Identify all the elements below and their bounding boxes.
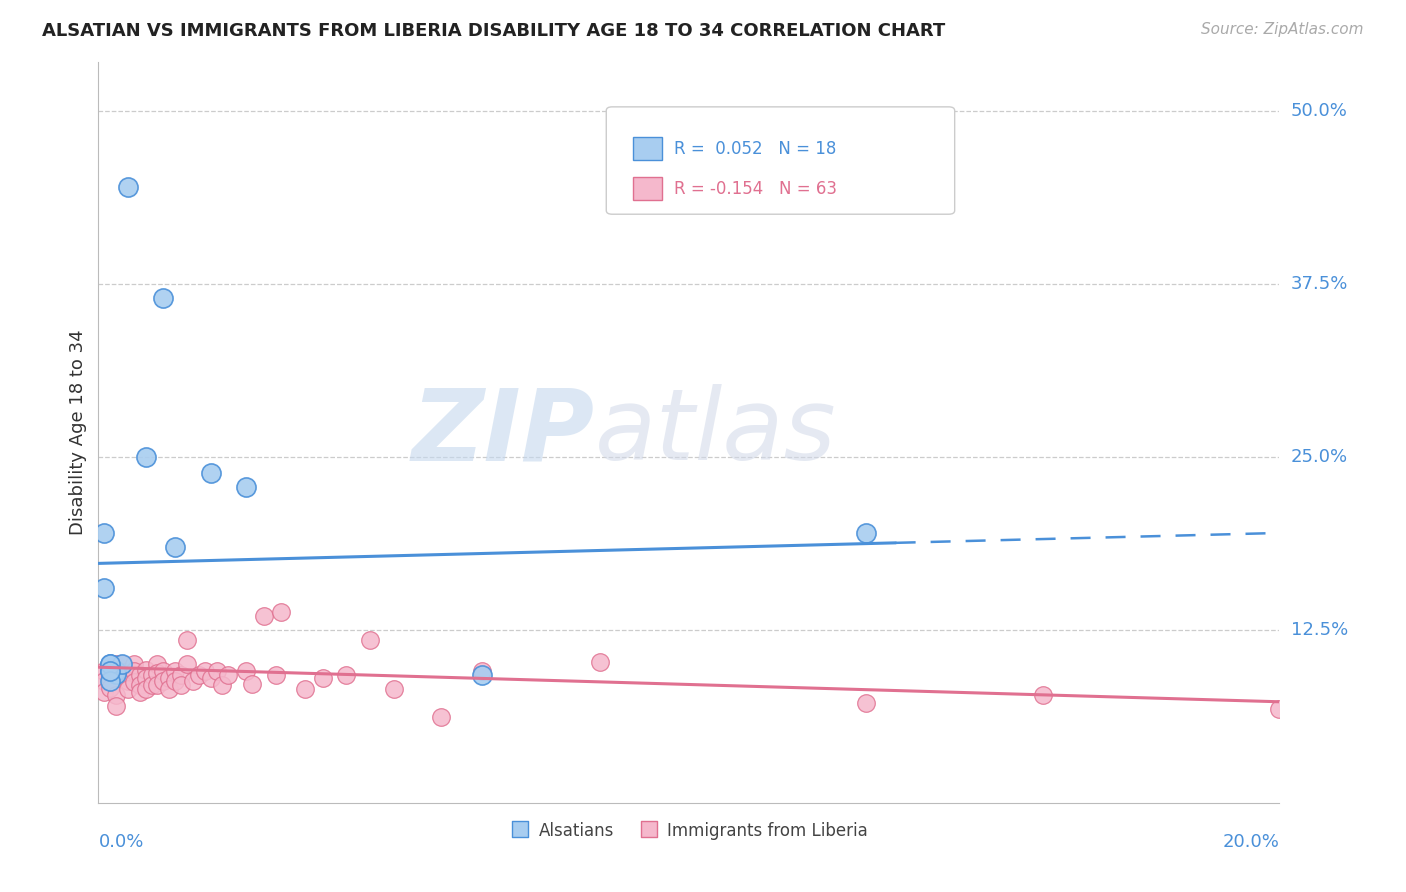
Point <box>240 677 263 691</box>
Point <box>382 682 405 697</box>
Point <box>93 582 115 596</box>
FancyBboxPatch shape <box>606 107 955 214</box>
Text: 25.0%: 25.0% <box>1291 448 1348 466</box>
Point <box>117 673 139 688</box>
Point <box>117 180 139 194</box>
Text: 12.5%: 12.5% <box>1291 621 1348 639</box>
Point <box>165 665 187 679</box>
Point <box>128 685 150 699</box>
Point <box>117 671 139 685</box>
Point <box>146 657 169 672</box>
Point <box>93 665 115 679</box>
Point <box>855 696 877 710</box>
Point <box>152 673 174 688</box>
Point <box>176 632 198 647</box>
Point <box>1268 702 1291 716</box>
Point <box>200 467 222 481</box>
Point <box>157 682 180 697</box>
Point <box>141 668 163 682</box>
Point <box>98 665 121 679</box>
Point <box>335 668 357 682</box>
Point <box>589 655 612 669</box>
Point <box>105 698 128 713</box>
Point <box>471 668 494 682</box>
Point <box>170 678 193 692</box>
Point <box>194 665 217 679</box>
FancyBboxPatch shape <box>634 177 662 201</box>
Point <box>176 657 198 672</box>
Point <box>152 665 174 679</box>
Point <box>187 668 209 682</box>
Point <box>146 665 169 680</box>
Text: ALSATIAN VS IMMIGRANTS FROM LIBERIA DISABILITY AGE 18 TO 34 CORRELATION CHART: ALSATIAN VS IMMIGRANTS FROM LIBERIA DISA… <box>42 22 945 40</box>
Point <box>181 673 204 688</box>
FancyBboxPatch shape <box>634 136 662 161</box>
Point <box>211 678 233 692</box>
Point <box>117 682 139 697</box>
Point <box>105 665 128 679</box>
Point <box>359 632 381 647</box>
Point <box>93 673 115 688</box>
Point <box>855 525 877 540</box>
Point <box>111 657 134 672</box>
Point <box>264 668 287 682</box>
Point <box>135 663 157 677</box>
Text: 50.0%: 50.0% <box>1291 102 1347 120</box>
Point <box>157 671 180 685</box>
Text: ZIP: ZIP <box>412 384 595 481</box>
Point <box>312 671 335 685</box>
Point <box>135 671 157 685</box>
Point <box>98 657 121 672</box>
Text: 0.0%: 0.0% <box>98 833 143 851</box>
Point <box>111 665 134 679</box>
Point <box>122 665 145 679</box>
Point <box>270 605 292 619</box>
Point <box>93 685 115 699</box>
Point <box>471 665 494 679</box>
Point <box>235 480 257 494</box>
Point <box>122 675 145 690</box>
Point <box>98 665 121 679</box>
Text: atlas: atlas <box>595 384 837 481</box>
Point <box>98 665 121 679</box>
Text: 37.5%: 37.5% <box>1291 275 1348 293</box>
Point <box>200 671 222 685</box>
Point <box>105 665 128 679</box>
Point <box>105 657 128 672</box>
Text: Source: ZipAtlas.com: Source: ZipAtlas.com <box>1201 22 1364 37</box>
Text: 20.0%: 20.0% <box>1223 833 1279 851</box>
Point <box>128 668 150 682</box>
Point <box>165 540 187 554</box>
Point <box>217 668 239 682</box>
Point <box>253 609 276 624</box>
Point <box>98 657 121 672</box>
Point <box>141 678 163 692</box>
Y-axis label: Disability Age 18 to 34: Disability Age 18 to 34 <box>69 330 87 535</box>
Text: R = -0.154   N = 63: R = -0.154 N = 63 <box>673 179 837 197</box>
Point <box>1032 688 1054 702</box>
Text: R =  0.052   N = 18: R = 0.052 N = 18 <box>673 139 837 158</box>
Point <box>146 678 169 692</box>
Point <box>135 450 157 464</box>
Point <box>205 665 228 679</box>
Point <box>128 678 150 692</box>
Point <box>122 657 145 672</box>
Legend: Alsatians, Immigrants from Liberia: Alsatians, Immigrants from Liberia <box>503 814 875 847</box>
Point <box>111 657 134 672</box>
Point <box>117 665 139 679</box>
Point <box>235 665 257 679</box>
Point <box>152 291 174 305</box>
Point <box>294 682 316 697</box>
Point <box>135 682 157 697</box>
Point <box>430 710 453 724</box>
Point <box>98 671 121 685</box>
Point <box>165 673 187 688</box>
Point <box>170 668 193 682</box>
Point <box>105 688 128 702</box>
Point <box>105 667 128 681</box>
Point <box>93 525 115 540</box>
Point <box>98 673 121 688</box>
Point <box>98 681 121 695</box>
